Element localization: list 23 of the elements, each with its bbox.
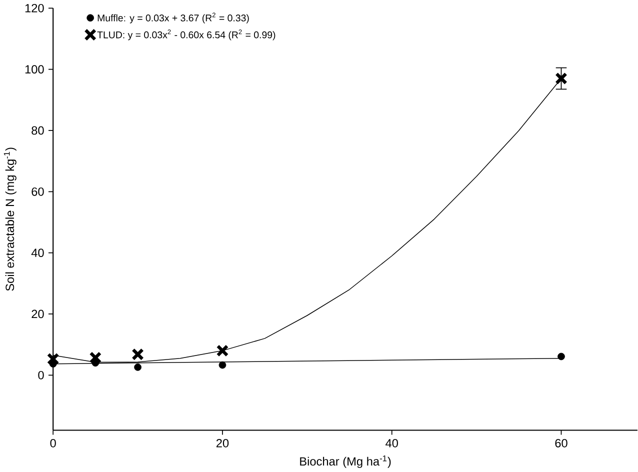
y-axis-title: Soil extractable N (mg kg$^{-1}$) — [4, 148, 16, 291]
point — [218, 361, 226, 369]
x-tick-label: 0 — [50, 439, 56, 448]
x-tick-label: 60 — [555, 439, 568, 448]
point — [134, 364, 142, 371]
point — [555, 72, 568, 85]
x-tick-label: 40 — [386, 439, 398, 448]
legend-label: Muffle: y = 0.03x + 3.67 (R$^{2}$ = 0.33) — [98, 12, 249, 24]
point — [46, 352, 60, 366]
legend-label: TLUD: y = 0.03x$^{2}$ - 0.60x 6.54 (R$^{2}$ = 0.99) — [97, 30, 276, 40]
y-tick-label: 0 — [38, 371, 44, 380]
y-tick-label: 120 — [25, 4, 44, 12]
point — [216, 344, 229, 357]
y-tick-label: 20 — [32, 310, 44, 318]
y-tick-label: 100 — [25, 65, 44, 74]
point — [89, 352, 102, 364]
y-tick-label: 80 — [32, 126, 44, 135]
y-tick-label: 40 — [31, 248, 44, 258]
point — [558, 352, 565, 360]
point — [132, 348, 144, 361]
x-tick-label: 20 — [216, 439, 229, 448]
y-tick-label: 60 — [32, 188, 44, 196]
x-axis-title: Biochar (Mg ha$^{-1}$) — [300, 456, 391, 468]
